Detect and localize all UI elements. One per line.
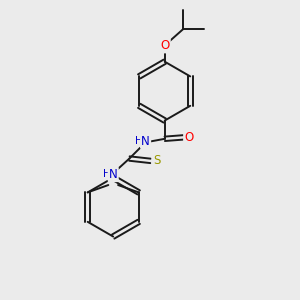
Text: N: N <box>141 135 150 148</box>
Text: H: H <box>103 169 111 179</box>
Text: S: S <box>153 154 160 167</box>
Text: H: H <box>135 136 143 146</box>
Text: O: O <box>184 131 194 144</box>
Text: N: N <box>109 168 118 181</box>
Text: O: O <box>160 39 169 52</box>
